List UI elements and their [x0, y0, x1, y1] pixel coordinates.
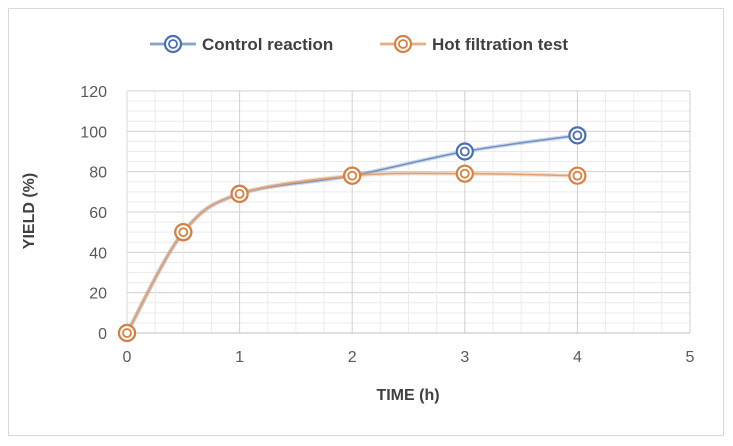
marker-outer-ring	[568, 166, 587, 185]
x-tick-label: 2	[348, 349, 357, 366]
marker-outer-ring	[117, 323, 137, 343]
marker-outer-ring	[393, 34, 413, 54]
marker-inner-ring	[572, 130, 583, 141]
marker-outer-ring	[230, 184, 249, 203]
marker-inner-ring	[459, 146, 470, 157]
data-point	[343, 166, 362, 185]
marker-inner-ring	[347, 170, 358, 181]
x-tick-label: 5	[686, 349, 695, 366]
marker-inner-ring	[168, 39, 178, 49]
x-axis-title: TIME (h)	[376, 387, 439, 404]
data-point	[455, 164, 474, 183]
legend-marker	[163, 34, 183, 54]
marker-inner-ring	[234, 188, 245, 199]
x-tick-label: 1	[235, 349, 244, 366]
legend-marker	[393, 34, 413, 54]
marker-outer-ring	[455, 142, 474, 161]
marker-inner-ring	[178, 227, 189, 238]
y-tick-label: 20	[89, 286, 107, 303]
grid-lines	[126, 90, 691, 334]
marker-inner-ring	[122, 328, 132, 338]
series-hot-filtration-test	[117, 164, 587, 343]
data-point	[174, 223, 193, 242]
data-point	[117, 323, 137, 343]
legend-item-hot-filtration-test[interactable]: Hot filtration test	[380, 34, 568, 54]
marker-outer-ring	[343, 166, 362, 185]
legend-label: Control reaction	[202, 35, 333, 54]
data-point	[230, 184, 249, 203]
marker-inner-ring	[398, 39, 408, 49]
x-tick-label: 3	[460, 349, 469, 366]
y-axis-title: YIELD (%)	[21, 173, 38, 249]
series-group	[117, 126, 587, 343]
x-tick-label: 4	[573, 349, 582, 366]
data-point	[455, 142, 474, 161]
legend-item-control-reaction[interactable]: Control reaction	[150, 34, 333, 54]
x-tick-labels: 0 1 2 3 4 5	[123, 349, 695, 366]
y-tick-label: 80	[89, 165, 107, 182]
y-tick-label: 120	[80, 84, 107, 101]
marker-outer-ring	[163, 34, 183, 54]
y-tick-label: 60	[89, 205, 107, 222]
marker-outer-ring	[568, 126, 587, 145]
axes	[126, 91, 690, 334]
marker-outer-ring	[455, 164, 474, 183]
legend-label: Hot filtration test	[432, 35, 568, 54]
y-tick-label: 100	[80, 124, 107, 141]
marker-inner-ring	[459, 168, 470, 179]
series-line	[126, 172, 578, 334]
x-tick-label: 0	[123, 349, 132, 366]
y-tick-labels: 0 20 40 60 80 100 120	[80, 84, 107, 343]
legend[interactable]: Control reaction Hot filtration test	[150, 34, 568, 54]
data-point	[568, 166, 587, 185]
y-tick-label: 0	[98, 326, 107, 343]
y-tick-label: 40	[89, 245, 107, 262]
marker-outer-ring	[174, 223, 193, 242]
data-point	[568, 126, 587, 145]
marker-inner-ring	[572, 170, 583, 181]
